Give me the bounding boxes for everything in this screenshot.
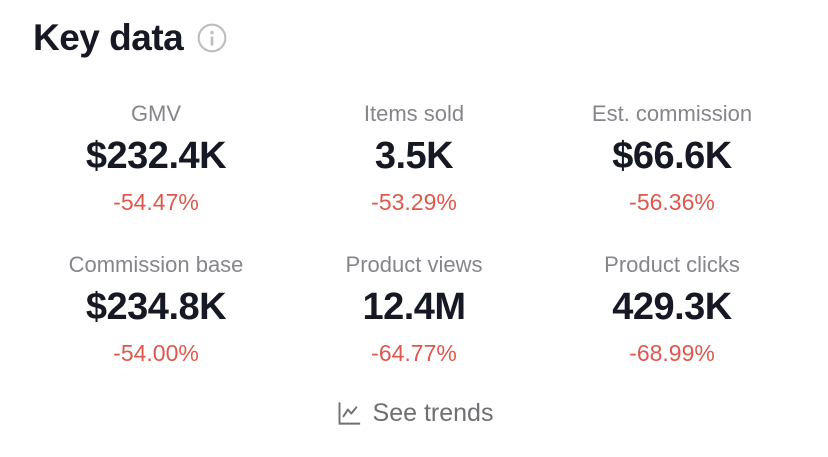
see-trends-button[interactable]: See trends [0,398,828,428]
key-data-metrics-grid: GMV $232.4K -54.47% Items sold 3.5K -53.… [27,101,801,367]
metric-change: -54.47% [113,189,199,215]
info-icon[interactable] [196,22,228,54]
metric-change: -53.29% [371,189,457,215]
see-trends-label: See trends [372,399,494,427]
metric-label: Est. commission [591,101,753,126]
metric-label: Product views [345,252,483,277]
metric-value: $234.8K [85,286,227,328]
metric-label: Items sold [363,101,465,126]
metric-value: 429.3K [612,286,732,328]
metric-change: -68.99% [629,340,715,366]
metric-value: $232.4K [85,135,227,177]
metric-change: -64.77% [371,340,457,366]
page-title: Key data [33,17,184,58]
metric-card-est-commission: Est. commission $66.6K -56.36% [543,101,801,216]
metric-label: Product clicks [604,252,740,277]
metric-value: 3.5K [374,135,454,177]
metric-value: 12.4M [362,286,466,328]
metric-card-gmv: GMV $232.4K -54.47% [27,101,285,216]
key-data-header: Key data [0,0,828,60]
metric-value: $66.6K [612,135,732,177]
trend-chart-icon [335,400,362,427]
metric-card-product-views: Product views 12.4M -64.77% [285,252,543,367]
metric-card-commission-base: Commission base $234.8K -54.00% [27,252,285,367]
metric-change: -56.36% [629,189,715,215]
metric-change: -54.00% [113,340,199,366]
metric-label: Commission base [68,252,244,277]
metric-card-items-sold: Items sold 3.5K -53.29% [285,101,543,216]
metric-label: GMV [130,101,182,126]
metric-card-product-clicks: Product clicks 429.3K -68.99% [543,252,801,367]
